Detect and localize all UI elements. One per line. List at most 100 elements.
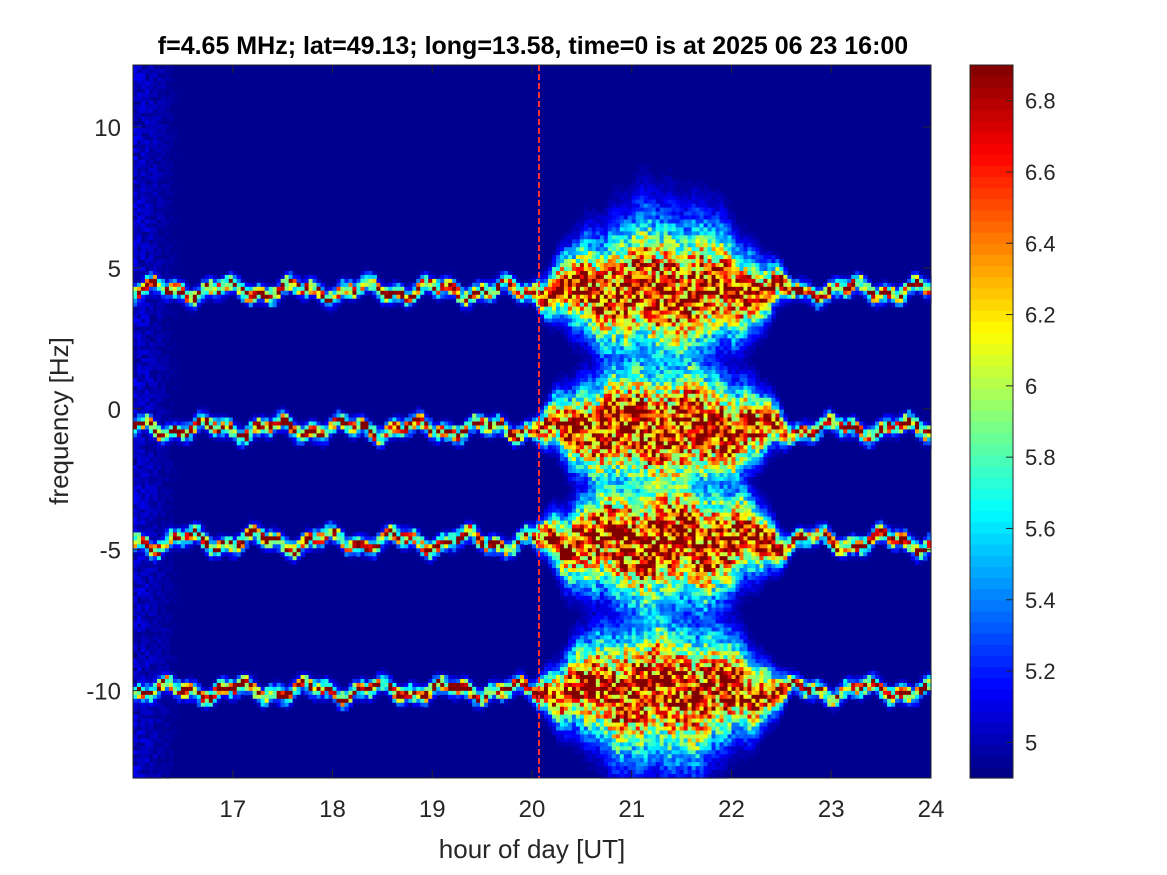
heatmap-cell: [152, 512, 158, 518]
heatmap-cell: [360, 270, 366, 276]
heatmap-cell: [136, 762, 142, 767]
heatmap-cell: [133, 698, 138, 704]
heatmap-cell: [567, 282, 573, 288]
heatmap-cell: [412, 413, 417, 419]
heatmap-cell: [144, 243, 150, 248]
heatmap-cell: [164, 619, 170, 625]
heatmap-cell: [156, 417, 162, 423]
heatmap-cell: [164, 631, 170, 636]
heatmap-cell: [188, 417, 194, 423]
heatmap-cell: [332, 282, 338, 288]
heatmap-cell: [444, 690, 449, 696]
heatmap-cell: [160, 294, 166, 300]
heatmap-cell: [156, 651, 162, 656]
heatmap-cell: [555, 560, 561, 565]
heatmap-cell: [360, 536, 366, 541]
heatmap-cell: [144, 750, 150, 755]
heatmap-cell: [240, 298, 246, 304]
heatmap-cell: [396, 294, 401, 300]
heatmap-cell: [528, 678, 533, 684]
heatmap-cell: [160, 267, 166, 272]
heatmap-cell: [144, 611, 150, 617]
heatmap-cell: [559, 235, 565, 240]
heatmap-cell: [232, 270, 238, 276]
heatmap-cell: [140, 568, 146, 573]
heatmap-cell: [408, 282, 413, 288]
heatmap-cell: [148, 655, 154, 660]
heatmap-cell: [264, 425, 270, 431]
heatmap-cell: [316, 282, 322, 288]
heatmap-cell: [192, 433, 198, 438]
heatmap-cell: [220, 282, 226, 288]
heatmap-cell: [224, 278, 230, 284]
heatmap-cell: [528, 536, 533, 541]
heatmap-cell: [547, 417, 553, 423]
heatmap-cell: [204, 286, 210, 292]
heatmap-cell: [551, 655, 557, 660]
heatmap-cell: [136, 766, 142, 771]
heatmap-cell: [551, 722, 557, 728]
heatmap-cell: [164, 488, 170, 494]
heatmap-cell: [512, 540, 517, 545]
heatmap-cell: [133, 524, 138, 530]
heatmap-cell: [156, 540, 162, 545]
heatmap-cell: [348, 698, 354, 704]
heatmap-cell: [156, 100, 162, 106]
heatmap-cell: [571, 548, 577, 553]
heatmap-cell: [152, 282, 158, 288]
heatmap-cell: [224, 290, 230, 296]
heatmap-cell: [416, 417, 421, 423]
heatmap-cell: [432, 678, 437, 684]
heatmap-cell: [232, 421, 238, 427]
heatmap-cell: [575, 330, 581, 335]
heatmap-cell: [188, 433, 194, 438]
heatmap-cell: [464, 528, 469, 534]
heatmap-cell: [168, 144, 174, 149]
heatmap-cell: [204, 556, 210, 561]
heatmap-cell: [140, 659, 146, 664]
heatmap-cell: [356, 532, 362, 537]
heatmap-cell: [575, 575, 581, 581]
heatmap-cell: [320, 536, 326, 541]
heatmap-cell: [172, 274, 178, 280]
heatmap-cell: [567, 651, 573, 656]
heatmap-cell: [148, 544, 154, 549]
heatmap-cell: [448, 682, 453, 688]
heatmap-cell: [228, 417, 234, 423]
heatmap-cell: [575, 718, 581, 724]
heatmap-cell: [344, 433, 350, 438]
heatmap-cell: [340, 536, 346, 541]
heatmap-cell: [176, 548, 182, 553]
heatmap-cell: [448, 694, 453, 700]
heatmap-cell: [567, 286, 573, 292]
heatmap-cell: [148, 270, 154, 276]
heatmap-cell: [448, 532, 453, 537]
heatmap-cell: [240, 686, 246, 692]
heatmap-cell: [160, 298, 166, 304]
heatmap-cell: [571, 243, 577, 248]
heatmap-cell: [164, 627, 170, 633]
heatmap-cell: [152, 286, 158, 292]
heatmap-cell: [492, 698, 497, 704]
heatmap-cell: [432, 425, 437, 431]
heatmap-cell: [160, 441, 166, 446]
heatmap-cell: [152, 591, 158, 597]
heatmap-cell: [567, 267, 573, 272]
heatmap-cell: [148, 92, 154, 98]
heatmap-cell: [539, 544, 545, 549]
heatmap-cell: [284, 706, 290, 712]
heatmap-cell: [563, 667, 569, 672]
heatmap-cell: [508, 425, 513, 431]
heatmap-cell: [575, 298, 581, 304]
heatmap-cell: [140, 762, 146, 767]
heatmap-cell: [396, 690, 401, 696]
heatmap-cell: [432, 286, 437, 292]
heatmap-cell: [240, 548, 246, 553]
heatmap-cell: [420, 698, 425, 704]
heatmap-cell: [136, 453, 142, 458]
heatmap-cell: [400, 528, 405, 534]
heatmap-cell: [571, 603, 577, 609]
heatmap-cell: [172, 187, 178, 193]
heatmap-cell: [480, 690, 485, 696]
heatmap-cell: [304, 678, 310, 684]
